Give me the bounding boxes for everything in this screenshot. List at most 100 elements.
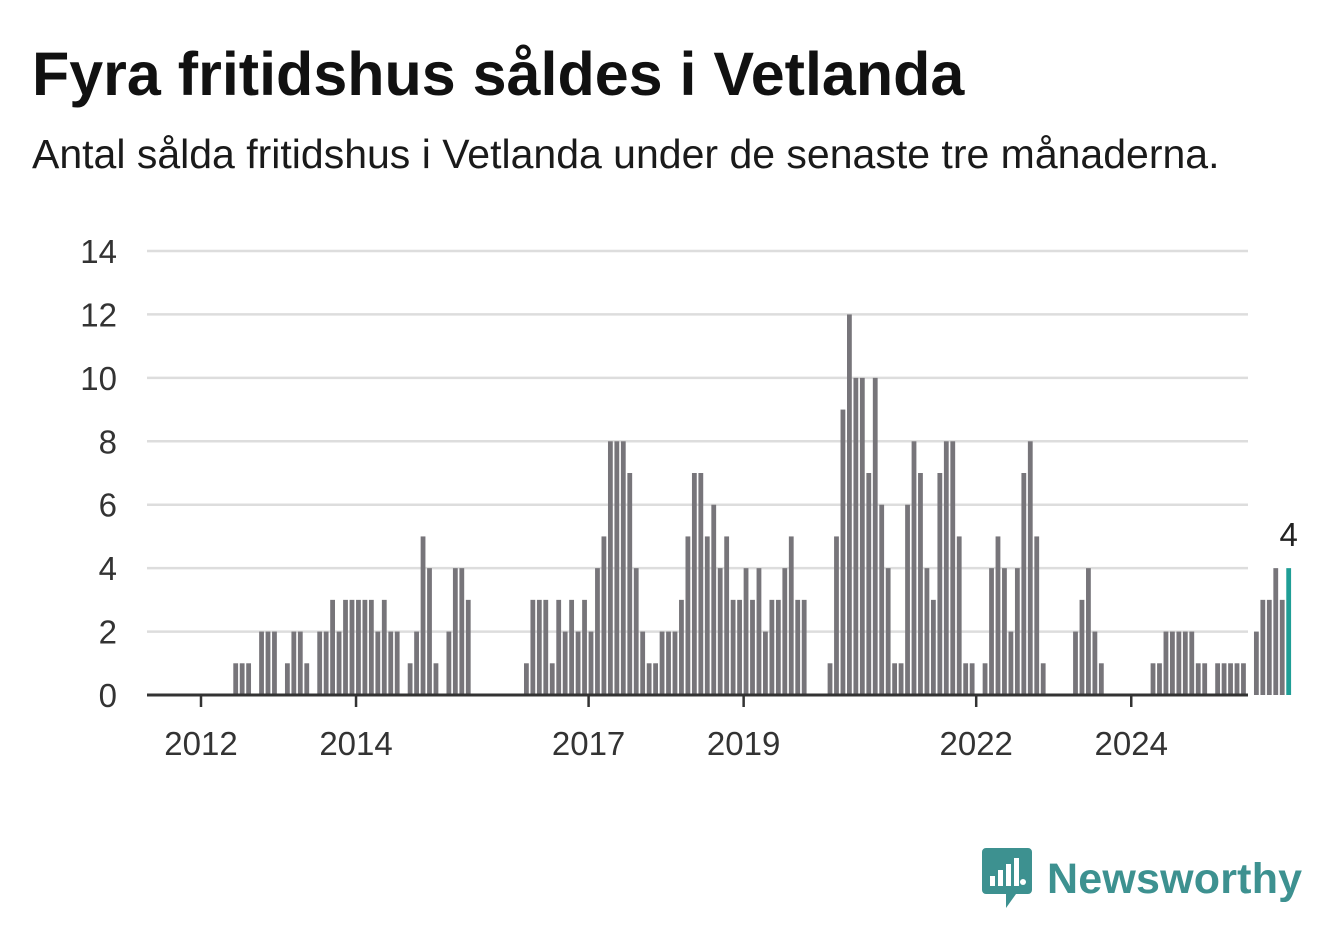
y-tick-label: 8: [99, 423, 117, 460]
bar: [1079, 599, 1085, 695]
y-axis-ticks: 0 2 4 6 8 10 12 14: [80, 233, 117, 714]
bar: [349, 599, 355, 695]
bar: [698, 473, 704, 695]
bar: [1034, 536, 1040, 695]
bar: [750, 599, 755, 695]
bar: [704, 536, 710, 695]
x-tick-label: 2024: [1095, 725, 1168, 762]
bar: [1189, 631, 1195, 695]
y-tick-label: 4: [99, 550, 117, 587]
bar: [595, 568, 600, 695]
bar: [950, 441, 956, 695]
grid-lines: [147, 249, 1248, 633]
bar: [905, 504, 910, 695]
bar: [892, 663, 898, 695]
bar: [653, 663, 658, 695]
bar: [291, 631, 297, 695]
bar: [1234, 663, 1240, 695]
bar: [233, 663, 239, 695]
x-tick-label: 2017: [552, 725, 625, 762]
bar: [368, 599, 374, 695]
bar: [1170, 631, 1175, 695]
bar: [937, 473, 943, 695]
y-tick-label: 2: [99, 614, 117, 651]
bar: [433, 663, 439, 695]
bar: [620, 441, 626, 695]
bar: [847, 314, 852, 695]
bar: [711, 504, 717, 695]
y-tick-label: 6: [99, 487, 117, 524]
bar: [672, 631, 678, 695]
bar: [536, 599, 542, 695]
brand-name: Newsworthy: [1047, 854, 1303, 903]
bar: [685, 536, 691, 695]
y-tick-label: 0: [99, 677, 117, 714]
bar: [556, 599, 562, 695]
newsworthy-logo: Newsworthy: [982, 848, 1302, 910]
bar: [775, 599, 781, 695]
bar: [1157, 663, 1162, 695]
bar: [524, 663, 529, 695]
bar: [272, 631, 277, 695]
bar: [575, 631, 581, 695]
bar: [782, 568, 788, 695]
bar: [737, 599, 742, 695]
bar: [853, 377, 859, 695]
bar: [840, 409, 846, 695]
bar: [898, 663, 904, 695]
bar: [1040, 663, 1046, 695]
bar: [756, 568, 762, 695]
newsworthy-logo-icon: [982, 848, 1032, 908]
bar: [691, 473, 697, 695]
bar: [969, 663, 975, 695]
bar: [323, 631, 329, 695]
bar: [1241, 663, 1246, 695]
bar: [1092, 631, 1098, 695]
bar: [582, 599, 587, 695]
bar: [543, 599, 549, 695]
bar: [239, 663, 245, 695]
bar: [788, 536, 794, 695]
bar: [330, 599, 335, 695]
bar: [724, 536, 730, 695]
bar: [588, 631, 594, 695]
bar: [1027, 441, 1033, 695]
bar: [459, 568, 465, 695]
bar: [963, 663, 969, 695]
bar: [1150, 663, 1156, 695]
bar: [343, 599, 348, 695]
bar: [982, 663, 988, 695]
bar: [795, 599, 801, 695]
bar: [1266, 599, 1272, 695]
bar: [801, 599, 807, 695]
y-tick-label: 14: [80, 233, 117, 270]
bar: [646, 663, 652, 695]
bar: [1176, 631, 1182, 695]
bar: [879, 504, 885, 695]
bar: [446, 631, 452, 695]
bar: [989, 568, 994, 695]
bar: [607, 441, 613, 695]
bar: [659, 631, 665, 695]
bar: [1202, 663, 1208, 695]
chart-title: Fyra fritidshus såldes i Vetlanda: [32, 40, 965, 108]
bar: [769, 599, 775, 695]
y-tick-label: 10: [80, 360, 117, 397]
bar: [265, 631, 271, 695]
bar: [995, 536, 1001, 695]
bar: [1253, 631, 1259, 695]
bar: [763, 631, 768, 695]
bar: [743, 568, 749, 695]
bar: [1228, 663, 1233, 695]
bar: [924, 568, 930, 695]
chart-subtitle: Antal sålda fritidshus i Vetlanda under …: [32, 131, 1220, 177]
bar: [549, 663, 555, 695]
bar: [317, 631, 323, 695]
bar: [1086, 568, 1091, 695]
bar: [717, 568, 723, 695]
bar: [1182, 631, 1188, 695]
bar: [414, 631, 419, 695]
bar: [640, 631, 646, 695]
bar: [465, 599, 471, 695]
bar: [452, 568, 458, 695]
